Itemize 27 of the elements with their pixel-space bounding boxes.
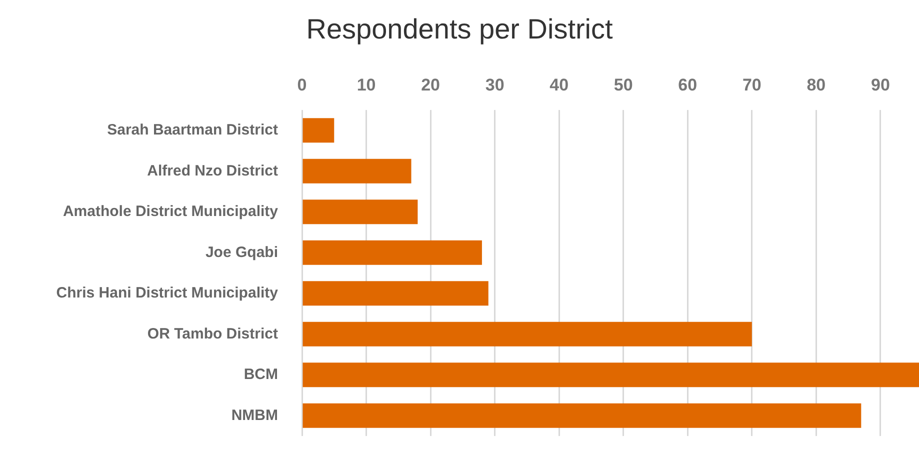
x-tick-label: 90	[870, 75, 890, 94]
y-tick-label: Sarah Baartman District	[107, 122, 278, 139]
x-tick-label: 40	[550, 75, 569, 94]
bar	[302, 118, 334, 143]
chart-title: Respondents per District	[306, 14, 614, 45]
y-tick-label: OR Tambo District	[147, 325, 278, 342]
x-tick-label: 30	[485, 75, 504, 94]
bar	[302, 362, 919, 388]
bar	[302, 240, 482, 265]
x-tick-label: 80	[806, 75, 826, 94]
y-tick-label: Amathole District Municipality	[62, 203, 279, 220]
bar	[302, 322, 752, 346]
bar	[302, 200, 418, 224]
x-tick-label: 20	[421, 75, 440, 94]
x-tick-label: 50	[614, 75, 633, 94]
y-tick-label: Joe Gqabi	[205, 244, 278, 261]
bar	[302, 158, 412, 184]
bar	[302, 403, 862, 428]
bar	[302, 281, 488, 306]
y-tick-label: BCM	[244, 366, 278, 384]
y-tick-label: NMBM	[231, 406, 278, 424]
x-tick-label: 70	[742, 75, 762, 94]
y-tick-label: Chris Hani District Municipality	[56, 284, 279, 302]
x-tick-label: 60	[678, 75, 698, 94]
x-tick-label: 10	[356, 75, 376, 94]
x-tick-label: 0	[297, 75, 307, 94]
y-tick-label: Alfred Nzo District	[147, 162, 278, 180]
